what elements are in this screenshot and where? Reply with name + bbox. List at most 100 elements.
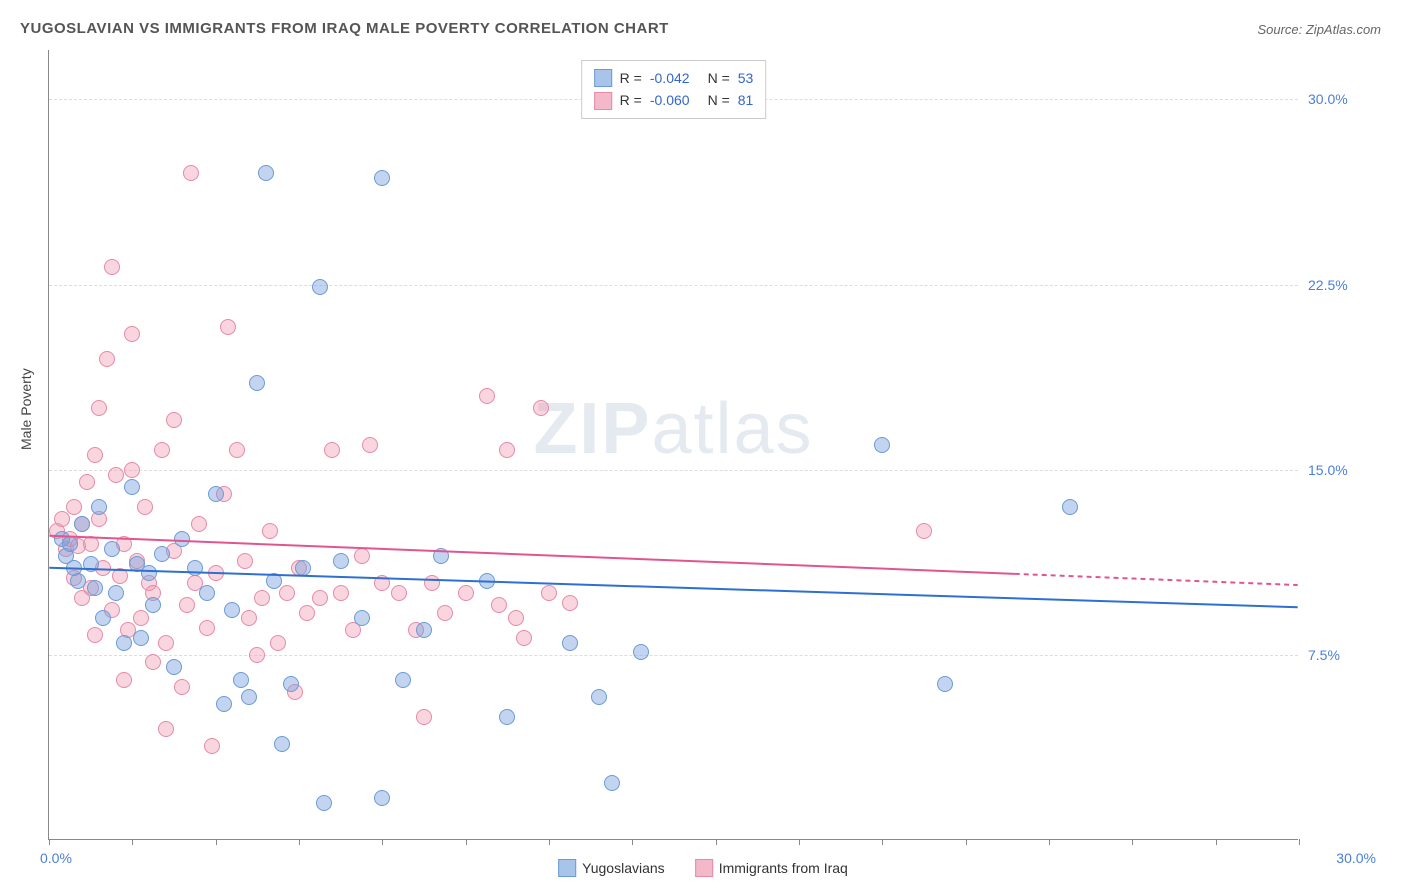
swatch-icon: [695, 859, 713, 877]
data-point-iraqi: [491, 597, 507, 613]
x-tick: [49, 839, 50, 845]
data-point-iraqi: [208, 565, 224, 581]
data-point-iraqi: [416, 709, 432, 725]
data-point-yugoslavians: [62, 536, 78, 552]
data-point-iraqi: [916, 523, 932, 539]
source-label: Source: ZipAtlas.com: [1257, 22, 1381, 37]
data-point-yugoslavians: [266, 573, 282, 589]
gridline: [49, 285, 1298, 286]
data-point-iraqi: [362, 437, 378, 453]
data-point-yugoslavians: [604, 775, 620, 791]
y-tick-label: 7.5%: [1308, 647, 1378, 663]
data-point-yugoslavians: [333, 553, 349, 569]
n-value: 81: [738, 89, 754, 111]
data-point-yugoslavians: [374, 790, 390, 806]
data-point-yugoslavians: [104, 541, 120, 557]
legend-label: Immigrants from Iraq: [719, 860, 848, 876]
data-point-iraqi: [199, 620, 215, 636]
data-point-iraqi: [333, 585, 349, 601]
data-point-yugoslavians: [208, 486, 224, 502]
data-point-iraqi: [354, 548, 370, 564]
x-tick: [716, 839, 717, 845]
x-origin-label: 0.0%: [40, 850, 72, 866]
x-tick: [882, 839, 883, 845]
data-point-iraqi: [437, 605, 453, 621]
data-point-yugoslavians: [91, 499, 107, 515]
y-axis-label: Male Poverty: [18, 368, 34, 450]
data-point-iraqi: [241, 610, 257, 626]
x-tick: [132, 839, 133, 845]
n-label: N =: [708, 67, 730, 89]
data-point-yugoslavians: [633, 644, 649, 660]
data-point-yugoslavians: [499, 709, 515, 725]
x-max-label: 30.0%: [1336, 850, 1376, 866]
data-point-yugoslavians: [562, 635, 578, 651]
data-point-yugoslavians: [145, 597, 161, 613]
r-value: -0.060: [650, 89, 690, 111]
data-point-yugoslavians: [241, 689, 257, 705]
data-point-iraqi: [562, 595, 578, 611]
data-point-iraqi: [312, 590, 328, 606]
data-point-yugoslavians: [199, 585, 215, 601]
data-point-yugoslavians: [433, 548, 449, 564]
data-point-iraqi: [299, 605, 315, 621]
series-legend: Yugoslavians Immigrants from Iraq: [558, 859, 848, 877]
data-point-iraqi: [124, 462, 140, 478]
watermark-bold: ZIP: [533, 389, 651, 469]
data-point-iraqi: [87, 627, 103, 643]
data-point-yugoslavians: [87, 580, 103, 596]
data-point-iraqi: [262, 523, 278, 539]
data-point-yugoslavians: [70, 573, 86, 589]
swatch-icon: [594, 92, 612, 110]
data-point-yugoslavians: [124, 479, 140, 495]
data-point-yugoslavians: [154, 546, 170, 562]
data-point-iraqi: [158, 721, 174, 737]
data-point-iraqi: [145, 654, 161, 670]
data-point-iraqi: [533, 400, 549, 416]
data-point-yugoslavians: [354, 610, 370, 626]
x-tick: [466, 839, 467, 845]
n-label: N =: [708, 89, 730, 111]
data-point-iraqi: [249, 647, 265, 663]
chart-title: YUGOSLAVIAN VS IMMIGRANTS FROM IRAQ MALE…: [20, 20, 669, 37]
data-point-yugoslavians: [591, 689, 607, 705]
data-point-yugoslavians: [174, 531, 190, 547]
data-point-iraqi: [191, 516, 207, 532]
data-point-iraqi: [324, 442, 340, 458]
data-point-iraqi: [104, 259, 120, 275]
data-point-yugoslavians: [374, 170, 390, 186]
data-point-iraqi: [79, 474, 95, 490]
legend-item-yugoslavians: Yugoslavians: [558, 859, 665, 877]
x-tick: [299, 839, 300, 845]
data-point-iraqi: [87, 447, 103, 463]
data-point-yugoslavians: [133, 630, 149, 646]
data-point-iraqi: [220, 319, 236, 335]
r-value: -0.042: [650, 67, 690, 89]
r-label: R =: [620, 89, 642, 111]
data-point-yugoslavians: [141, 565, 157, 581]
data-point-iraqi: [516, 630, 532, 646]
data-point-yugoslavians: [116, 635, 132, 651]
data-point-iraqi: [91, 400, 107, 416]
data-point-iraqi: [166, 412, 182, 428]
r-label: R =: [620, 67, 642, 89]
data-point-yugoslavians: [479, 573, 495, 589]
swatch-icon: [594, 69, 612, 87]
x-tick: [216, 839, 217, 845]
data-point-yugoslavians: [249, 375, 265, 391]
watermark: ZIPatlas: [533, 388, 813, 470]
data-point-yugoslavians: [216, 696, 232, 712]
correlation-row-2: R = -0.060 N = 81: [594, 89, 754, 111]
data-point-iraqi: [174, 679, 190, 695]
data-point-yugoslavians: [187, 560, 203, 576]
chart-container: YUGOSLAVIAN VS IMMIGRANTS FROM IRAQ MALE…: [0, 0, 1406, 892]
data-point-yugoslavians: [874, 437, 890, 453]
data-point-yugoslavians: [316, 795, 332, 811]
data-point-yugoslavians: [224, 602, 240, 618]
data-point-yugoslavians: [166, 659, 182, 675]
data-point-yugoslavians: [74, 516, 90, 532]
swatch-icon: [558, 859, 576, 877]
data-point-iraqi: [158, 635, 174, 651]
plot-area: ZIPatlas R = -0.042 N = 53 R = -0.060 N …: [48, 50, 1298, 840]
legend-item-iraqi: Immigrants from Iraq: [695, 859, 848, 877]
